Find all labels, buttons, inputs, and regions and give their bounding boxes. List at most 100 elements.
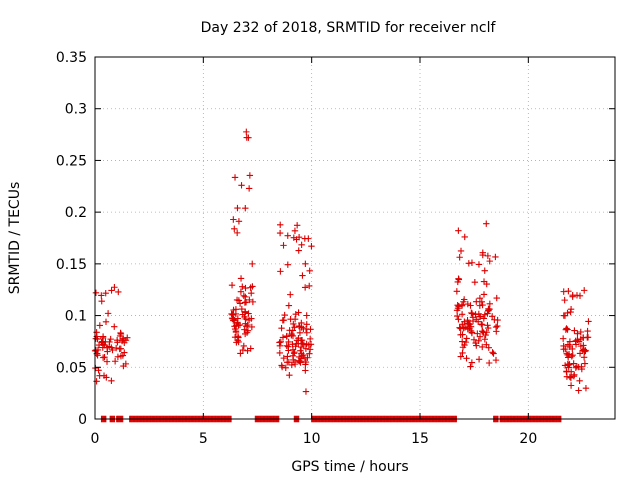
data-point [291,324,298,331]
data-point [121,349,128,356]
data-point [582,347,589,354]
x-axis-label: GPS time / hours [291,459,408,475]
data-point [564,351,571,359]
data-point [483,341,490,348]
data-point [277,268,284,275]
data-point [104,310,112,317]
data-point [234,204,241,212]
data-point [455,303,463,310]
data-point [277,221,284,229]
y-tick-label: 0.25 [56,153,87,169]
data-point [308,242,315,250]
data-point [107,335,114,343]
data-point [461,324,469,331]
data-point [459,338,466,345]
data-point [93,378,100,385]
data-point [302,367,309,374]
data-point [306,346,314,353]
y-tick-label: 0 [78,412,87,428]
data-point [581,348,588,355]
data-point [119,352,127,359]
data-point [241,326,248,333]
data-point [98,292,105,299]
data-point [572,341,580,348]
data-point [474,330,481,337]
data-point [564,309,571,317]
data-point [470,336,478,343]
x-tick-label: 15 [411,431,429,447]
data-point [584,327,591,335]
data-point [96,372,103,379]
data-point [239,346,247,354]
data-point [241,299,249,306]
data-point [283,332,291,340]
data-point [460,296,468,303]
data-point [302,361,309,368]
data-point [245,310,252,317]
data-point [115,288,122,296]
data-point [581,360,589,367]
data-point [479,301,486,309]
data-point [480,315,488,322]
data-point [282,364,289,372]
data-point [484,307,492,314]
data-point [579,334,587,341]
data-point [461,233,468,241]
data-point [116,332,124,340]
data-point [114,339,121,346]
data-point [454,312,461,320]
data-point [302,325,310,333]
y-tick-label: 0.15 [56,257,87,273]
data-point [488,313,496,320]
data-point [108,344,115,351]
data-point [231,323,238,330]
data-point [573,292,581,299]
data-point [287,291,294,298]
data-point [104,348,111,355]
data-point [563,325,570,332]
y-tick-label: 0.35 [56,50,87,66]
data-point [575,387,582,394]
data-point [563,350,570,357]
data-point [291,227,299,234]
data-point [577,328,584,336]
y-tick-label: 0.05 [56,360,87,376]
data-point [463,335,470,342]
data-point [231,225,238,232]
data-point [281,311,288,319]
data-point [473,342,480,349]
data-point [114,353,122,361]
data-point [239,283,246,290]
data-point [453,288,461,295]
data-point [278,363,286,371]
data-point [481,267,488,274]
data-point [248,290,255,297]
data-point [484,252,492,260]
data-point [565,364,572,371]
data-point [576,377,583,384]
data-point [283,342,290,349]
y-axis-label: SRMTID / TECUs [7,182,23,295]
data-point [467,363,474,370]
data-point [276,349,283,357]
data-point [288,361,295,369]
data-point [486,257,493,265]
data-point [244,347,251,354]
data-point [234,315,242,322]
data-point [233,339,240,346]
data-point [295,309,302,316]
data-point [103,374,110,381]
data-point [285,343,292,350]
data-point [238,182,245,189]
data-point [237,350,244,357]
data-point [463,355,470,362]
x-tick-label: 0 [91,431,100,447]
chart-title: Day 232 of 2018, SRMTID for receiver ncl… [201,20,497,36]
data-point [124,334,131,341]
data-point [461,318,468,325]
data-point [280,354,287,362]
data-point [455,316,462,323]
data-point [561,296,568,304]
data-point [480,278,488,285]
data-point [562,326,570,333]
